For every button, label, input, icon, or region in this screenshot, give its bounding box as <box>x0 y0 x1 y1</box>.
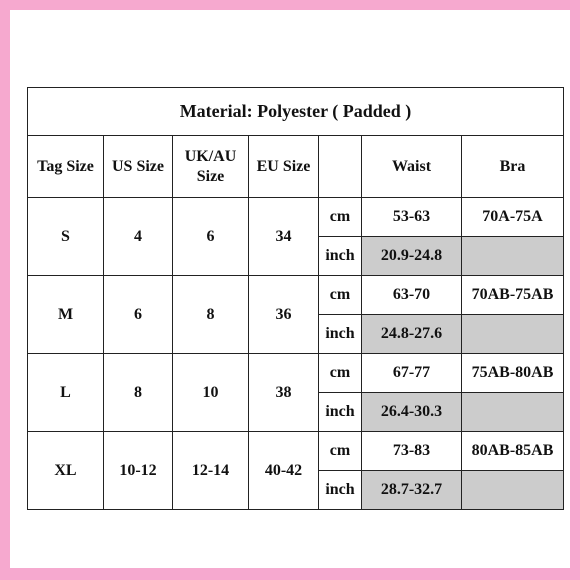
table-row: inch 20.9-24.8 <box>28 236 564 276</box>
cell-ukau-size: 8 <box>172 275 249 354</box>
cell-unit-cm: cm <box>318 353 362 393</box>
size-chart-card: Material: Polyester ( Padded ) Tag Size … <box>10 10 570 568</box>
cell-waist-inch: 28.7-32.7 <box>361 470 462 510</box>
cell-us-size: 4 <box>103 197 173 276</box>
cell-tag-size: XL <box>27 431 104 510</box>
cell-waist-cm: 63-70 <box>361 275 462 315</box>
cell-tag-size: M <box>27 275 104 354</box>
cell-unit-cm: cm <box>318 197 362 237</box>
cell-waist-inch: 24.8-27.6 <box>361 314 462 354</box>
cell-unit-inch: inch <box>318 470 362 510</box>
title-row: Material: Polyester ( Padded ) <box>27 87 564 136</box>
cell-ukau-size: 6 <box>172 197 249 276</box>
size-chart-table: Material: Polyester ( Padded ) Tag Size … <box>27 87 564 510</box>
cell-eu-size: 36 <box>248 275 319 354</box>
cell-eu-size: 38 <box>248 353 319 432</box>
table-row: inch 24.8-27.6 <box>28 314 564 354</box>
header-ukau-line2: Size <box>196 167 225 185</box>
cell-bra-empty <box>461 470 564 510</box>
cell-unit-inch: inch <box>318 236 362 276</box>
cell-tag-size: S <box>27 197 104 276</box>
cell-us-size: 6 <box>103 275 173 354</box>
cell-us-size: 8 <box>103 353 173 432</box>
table-row: S 4 6 34 cm 53-63 70A-75A <box>27 197 564 276</box>
cell-bra: 70A-75A <box>461 197 564 237</box>
cell-waist-inch: 26.4-30.3 <box>361 392 462 432</box>
cell-waist-inch: 20.9-24.8 <box>361 236 462 276</box>
table-row: L 8 10 38 cm 67-77 75AB-80AB <box>27 353 564 432</box>
header-bra: Bra <box>461 135 564 198</box>
header-waist: Waist <box>361 135 462 198</box>
cell-eu-size: 40-42 <box>248 431 319 510</box>
cell-unit-inch: inch <box>318 392 362 432</box>
table-row: inch 28.7-32.7 <box>28 470 564 510</box>
cell-bra: 80AB-85AB <box>461 431 564 471</box>
cell-unit-cm: cm <box>318 431 362 471</box>
header-us-size: US Size <box>103 135 173 198</box>
header-unit <box>318 135 362 198</box>
cell-bra-empty <box>461 392 564 432</box>
table-row: inch 26.4-30.3 <box>28 392 564 432</box>
cell-waist-cm: 67-77 <box>361 353 462 393</box>
cell-unit-cm: cm <box>318 275 362 315</box>
cell-bra-empty <box>461 236 564 276</box>
table-row: XL 10-12 12-14 40-42 cm 73-83 80AB-85AB <box>27 431 564 510</box>
header-row: Tag Size US Size UK/AU Size EU Size Waist… <box>27 135 564 198</box>
cell-eu-size: 34 <box>248 197 319 276</box>
header-ukau-line1: UK/AU <box>184 147 237 165</box>
cell-ukau-size: 10 <box>172 353 249 432</box>
cell-waist-cm: 73-83 <box>361 431 462 471</box>
table-row: M 6 8 36 cm 63-70 70AB-75AB <box>27 275 564 354</box>
cell-waist-cm: 53-63 <box>361 197 462 237</box>
cell-ukau-size: 12-14 <box>172 431 249 510</box>
cell-bra: 70AB-75AB <box>461 275 564 315</box>
cell-tag-size: L <box>27 353 104 432</box>
cell-bra-empty <box>461 314 564 354</box>
table-title: Material: Polyester ( Padded ) <box>27 87 564 136</box>
cell-bra: 75AB-80AB <box>461 353 564 393</box>
cell-us-size: 10-12 <box>103 431 173 510</box>
header-ukau-size: UK/AU Size <box>172 135 249 198</box>
header-eu-size: EU Size <box>248 135 319 198</box>
header-tag-size: Tag Size <box>27 135 104 198</box>
cell-unit-inch: inch <box>318 314 362 354</box>
